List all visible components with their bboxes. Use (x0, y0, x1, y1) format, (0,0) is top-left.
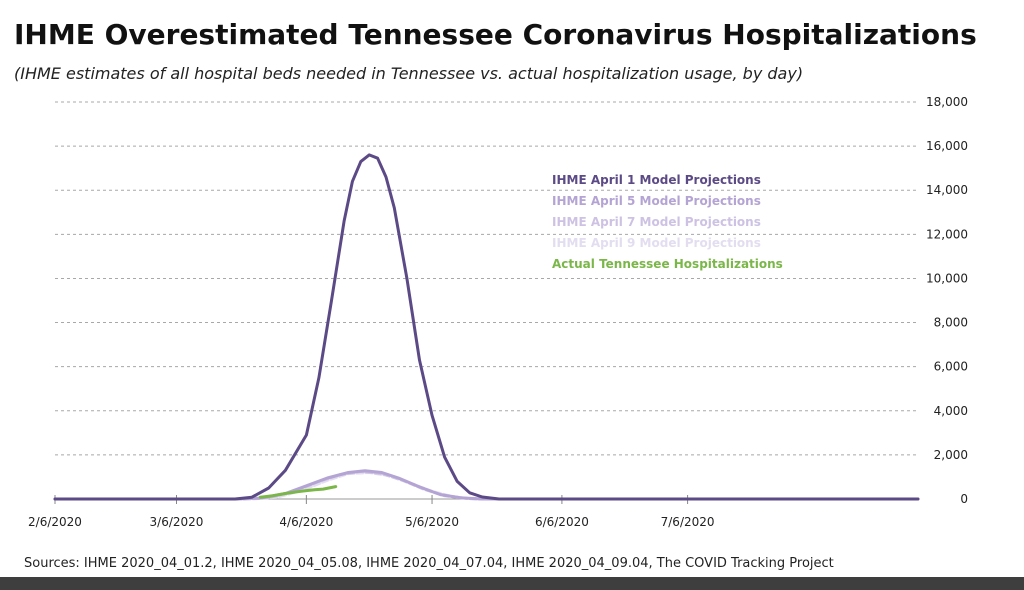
x-tick-label: 7/6/2020 (661, 515, 715, 529)
series-line-1 (53, 153, 920, 501)
y-tick-label: 4,000 (934, 404, 968, 418)
y-tick-label: 16,000 (926, 139, 968, 153)
series-line-4 (53, 471, 920, 501)
y-tick-label: 14,000 (926, 183, 968, 197)
x-tick-label: 3/6/2020 (150, 515, 204, 529)
series-line-2 (53, 469, 920, 501)
y-tick-label: 12,000 (926, 227, 968, 241)
chart-title: IHME Overestimated Tennessee Coronavirus… (14, 18, 977, 51)
x-tick-label: 4/6/2020 (279, 515, 333, 529)
y-tick-label: 6,000 (934, 360, 968, 374)
legend-entry: IHME April 5 Model Projections (552, 194, 761, 208)
x-tick-label: 2/6/2020 (28, 515, 82, 529)
legend-entry: IHME April 7 Model Projections (552, 215, 761, 229)
source-note: Sources: IHME 2020_04_01.2, IHME 2020_04… (24, 556, 834, 571)
y-tick-label: 18,000 (926, 95, 968, 109)
legend-entry: Actual Tennessee Hospitalizations (552, 257, 783, 271)
legend-entry: IHME April 1 Model Projections (552, 173, 761, 187)
x-tick-label: 6/6/2020 (535, 515, 589, 529)
y-tick-label: 2,000 (934, 448, 968, 462)
bottom-bar (0, 577, 1024, 590)
x-tick-label: 5/6/2020 (405, 515, 459, 529)
y-tick-label: 0 (960, 492, 968, 506)
y-tick-label: 8,000 (934, 316, 968, 330)
chart-subtitle: (IHME estimates of all hospital beds nee… (14, 64, 804, 83)
line-chart: 0 2,000 4,000 6,000 8,000 10,000 12,000 14,000 1… (28, 95, 968, 529)
series-line-3 (53, 469, 920, 501)
series-line-5 (258, 485, 338, 499)
y-tick-label: 10,000 (926, 271, 968, 285)
legend-entry: IHME April 9 Model Projections (552, 236, 761, 250)
